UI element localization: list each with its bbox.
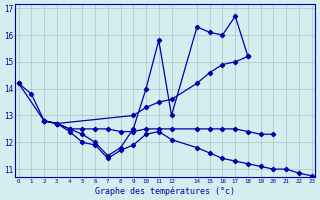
X-axis label: Graphe des températures (°c): Graphe des températures (°c) [95, 186, 235, 196]
